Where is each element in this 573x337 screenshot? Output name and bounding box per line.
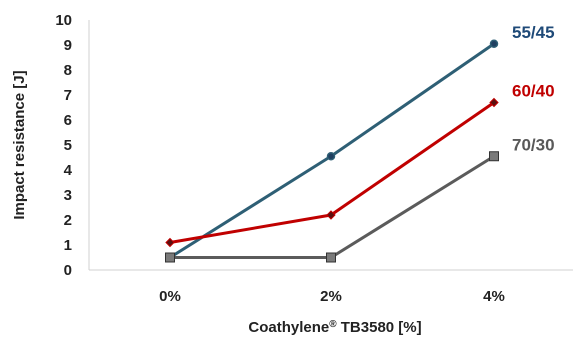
axes [88,20,573,271]
data-point-60-40 [489,97,499,108]
x-axis-title-main: Coathylene [248,319,329,336]
data-point-70-30 [165,252,175,263]
data-point-60-40 [165,237,175,248]
y-axis-title: Impact resistance [J] [11,70,28,219]
x-tick-label: 4% [483,288,505,305]
x-tick-labels: 0% 2% 4% [159,288,505,305]
y-tick-label: 9 [64,37,72,54]
x-axis-title-sup: ® [329,319,337,330]
y-tick-label: 5 [64,137,72,154]
data-point-60-40 [326,210,336,220]
series-line-55-45 [169,42,495,259]
y-tick-label: 6 [64,112,72,129]
x-tick-label: 0% [159,288,181,305]
series-line-60-40 [169,101,495,244]
y-tick-labels: 0 1 2 3 4 5 6 7 8 9 10 [55,12,72,279]
y-tick-label: 8 [64,62,72,79]
y-tick-label: 4 [64,162,73,179]
x-tick-label: 2% [320,288,342,305]
y-tick-label: 10 [55,12,72,29]
series-label-70-30: 70/30 [512,135,555,154]
series-markers [165,39,499,263]
data-point-55-45 [326,152,336,161]
x-axis-title: Coathylene® TB3580 [%] [248,319,421,336]
y-tick-label: 0 [64,262,72,279]
series-labels: 55/45 60/40 70/30 [512,23,555,155]
y-tick-label: 3 [64,187,72,204]
series-line-70-30 [170,154,495,259]
data-point-55-45 [489,39,499,48]
data-point-70-30 [489,151,499,162]
x-axis-title-rest: TB3580 [%] [337,319,422,336]
y-tick-label: 7 [64,87,72,104]
series-label-60-40: 60/40 [512,82,555,101]
data-point-70-30 [326,252,336,263]
y-tick-label: 2 [64,212,72,229]
series-lines [169,42,495,259]
y-tick-label: 1 [64,237,72,254]
series-label-55-45: 55/45 [512,23,555,42]
